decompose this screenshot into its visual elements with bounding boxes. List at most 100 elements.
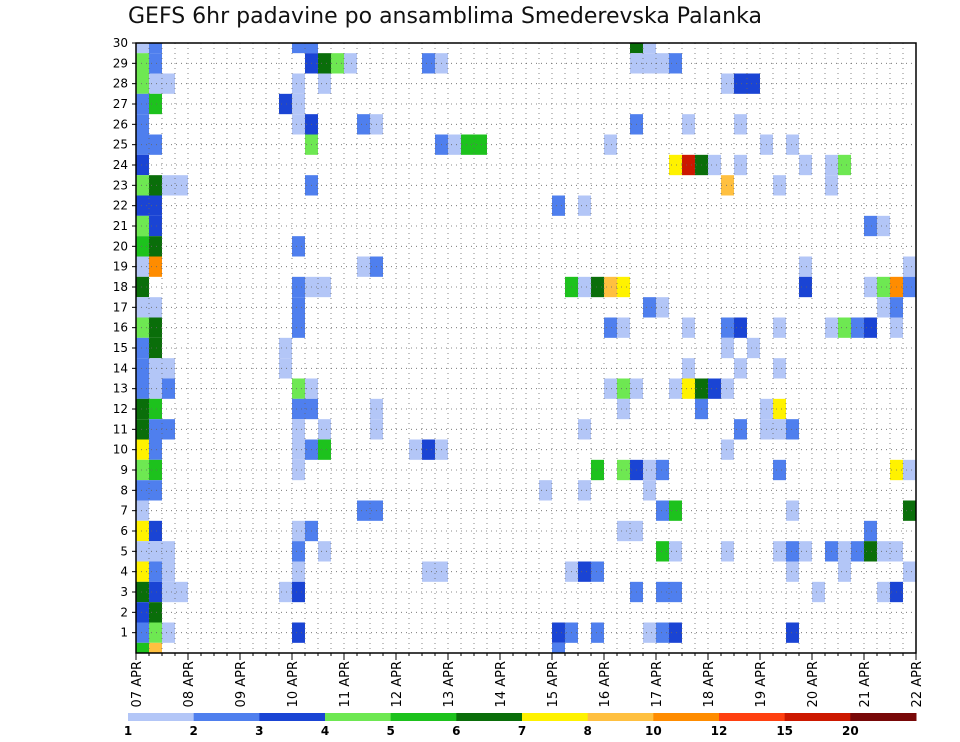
heatmap-cell [136, 642, 149, 653]
heatmap-cell [136, 53, 149, 74]
heatmap-cell [136, 622, 149, 643]
heatmap-cell [552, 622, 565, 643]
y-tick-label: 17 [113, 300, 128, 314]
heatmap-cell [162, 378, 175, 399]
heatmap-cell [136, 114, 149, 135]
heatmap-cell [877, 297, 890, 318]
heatmap-cell [773, 358, 786, 379]
heatmap-cell [136, 276, 149, 298]
heatmap-cell [747, 337, 760, 359]
heatmap-cell [604, 317, 617, 338]
colorbar-swatch [784, 713, 851, 721]
heatmap-cell [279, 358, 292, 379]
y-tick-label: 2 [120, 605, 128, 619]
y-tick-label: 15 [113, 341, 128, 355]
heatmap-cell [136, 43, 149, 54]
heatmap-cell [136, 459, 149, 481]
heatmap-cell [292, 236, 305, 257]
x-axis: 07 APR 08 APR 09 APR 10 APR 11 APR 12 APR 13 A… [130, 653, 925, 707]
heatmap-cell [903, 500, 916, 521]
heatmap-cell [578, 276, 591, 298]
heatmap-cell [149, 215, 162, 237]
y-tick-label: 29 [113, 56, 128, 70]
heatmap-cell [136, 581, 149, 603]
heatmap-cell [448, 134, 461, 155]
x-tick-label: 07 APR [130, 661, 145, 707]
y-tick-label: 27 [113, 97, 128, 111]
heatmap-cell [136, 500, 149, 521]
heatmap-cell [903, 561, 916, 582]
x-tick-label: 20 APR [806, 661, 821, 707]
heatmap-cell [643, 297, 656, 318]
heatmap-cell [643, 622, 656, 643]
heatmap-cells [136, 43, 916, 653]
heatmap-cell [734, 419, 747, 440]
heatmap-cell [292, 317, 305, 338]
heatmap-cell [136, 541, 175, 562]
x-tick-label: 12 APR [390, 661, 405, 707]
y-tick-label: 5 [120, 544, 128, 558]
y-tick-label: 13 [113, 382, 128, 396]
heatmap-cell [669, 541, 682, 562]
heatmap-cell [292, 622, 305, 643]
heatmap-cell [864, 276, 877, 298]
heatmap-cell [149, 378, 162, 399]
x-tick-label: 21 APR [858, 661, 873, 707]
colorbar-label: 1 [124, 724, 132, 738]
y-tick-label: 4 [120, 565, 128, 579]
heatmap-cell [734, 154, 747, 176]
heatmap-cell [682, 358, 695, 379]
heatmap-cell [773, 541, 786, 562]
grid-lines [136, 43, 916, 653]
heatmap-cell [591, 276, 604, 298]
chart-title: GEFS 6hr padavine po ansamblima Smederev… [128, 4, 762, 29]
heatmap-cell [864, 215, 877, 237]
heatmap-cell [292, 378, 305, 399]
x-tick-label: 22 APR [910, 661, 925, 707]
y-tick-label: 12 [113, 402, 128, 416]
heatmap-cell [617, 276, 630, 298]
colorbar-swatch [850, 713, 917, 721]
colorbar-swatch [193, 713, 260, 721]
heatmap-cell [838, 317, 851, 338]
heatmap-cell [318, 541, 331, 562]
heatmap-cell [721, 337, 734, 359]
heatmap-cell [136, 480, 162, 501]
colorbar-label: 6 [452, 724, 460, 738]
heatmap-cell [357, 256, 370, 277]
colorbar-label: 5 [386, 724, 394, 738]
heatmap-cell [149, 256, 162, 277]
heatmap-cell [461, 134, 487, 155]
colorbar-swatch [128, 713, 195, 721]
heatmap-cell [149, 337, 162, 359]
y-tick-label: 8 [120, 483, 128, 497]
heatmap-cell [318, 73, 331, 94]
colorbar-label: 2 [189, 724, 197, 738]
heatmap-cell [669, 53, 682, 74]
heatmap-cell [136, 439, 149, 460]
heatmap-cell [136, 256, 149, 277]
heatmap-cell [149, 43, 162, 54]
heatmap-cell [136, 337, 149, 359]
heatmap-cell [292, 581, 305, 603]
colorbar-label: 15 [776, 724, 793, 738]
heatmap-cell [149, 317, 162, 338]
heatmap-cell [877, 276, 890, 298]
heatmap-cell [292, 520, 305, 542]
heatmap-cell [552, 642, 565, 653]
y-tick-label: 19 [113, 260, 128, 274]
heatmap-cell [279, 581, 292, 603]
heatmap-cell [422, 561, 448, 582]
heatmap-cell [136, 561, 149, 582]
y-tick-label: 14 [113, 361, 128, 375]
heatmap-cell [903, 256, 916, 277]
heatmap-cell [786, 419, 799, 440]
heatmap-cell [604, 378, 617, 399]
heatmap-cell [292, 276, 305, 298]
colorbar-swatch [259, 713, 326, 721]
heatmap-cell [760, 419, 786, 440]
x-tick-label: 13 APR [442, 661, 457, 707]
colorbar-label: 3 [255, 724, 263, 738]
heatmap-cell [773, 459, 786, 481]
heatmap-cell [799, 154, 812, 176]
